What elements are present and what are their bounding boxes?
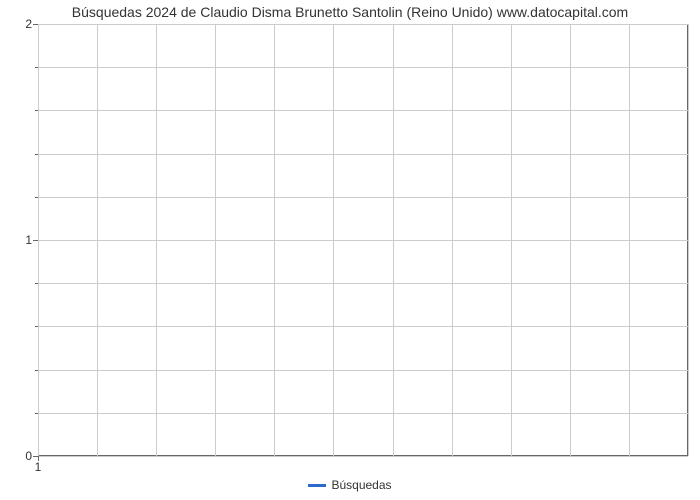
grid-line-horizontal	[38, 197, 688, 198]
grid-line-horizontal	[38, 110, 688, 111]
grid-line-horizontal	[38, 240, 688, 241]
grid-line-horizontal	[38, 456, 688, 457]
ytick-label: 2	[25, 17, 38, 31]
grid-line-horizontal	[38, 370, 688, 371]
ytick-mark-minor	[35, 413, 38, 414]
grid-line-horizontal	[38, 24, 688, 25]
grid-line-horizontal	[38, 67, 688, 68]
ytick-mark-minor	[35, 326, 38, 327]
ytick-mark-minor	[35, 370, 38, 371]
legend-swatch	[308, 484, 326, 487]
ytick-mark-minor	[35, 154, 38, 155]
grid-line-horizontal	[38, 154, 688, 155]
legend: Búsquedas	[0, 477, 700, 492]
ytick-mark-minor	[35, 110, 38, 111]
ytick-label: 1	[25, 233, 38, 247]
grid-line-vertical	[688, 24, 689, 456]
ytick-mark-minor	[35, 197, 38, 198]
plot-area: 0121	[38, 24, 688, 456]
ytick-mark-minor	[35, 283, 38, 284]
ytick-mark-minor	[35, 67, 38, 68]
grid-line-horizontal	[38, 283, 688, 284]
xtick-label: 1	[35, 456, 42, 474]
chart-title: Búsquedas 2024 de Claudio Disma Brunetto…	[0, 4, 700, 20]
chart-container: Búsquedas 2024 de Claudio Disma Brunetto…	[0, 0, 700, 500]
grid-line-horizontal	[38, 413, 688, 414]
grid-line-horizontal	[38, 326, 688, 327]
legend-label: Búsquedas	[331, 478, 391, 492]
